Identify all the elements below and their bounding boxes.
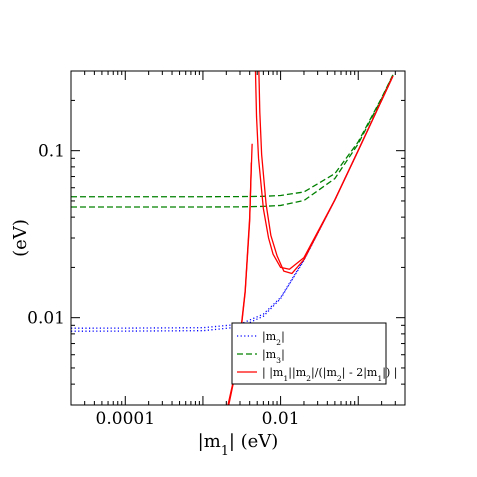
legend-label: |m2| bbox=[262, 330, 285, 347]
plot-frame bbox=[70, 70, 406, 406]
x-axis-title: |m1| (eV) bbox=[198, 431, 279, 458]
y-tick-label: 0.1 bbox=[38, 142, 65, 162]
legend-box bbox=[231, 322, 387, 385]
legend-label: |m3| bbox=[262, 348, 285, 365]
x-tick-label: 0.01 bbox=[262, 409, 300, 429]
series-2-curve-3 bbox=[258, 71, 394, 275]
ticks-layer: 0.0001 0.01 0.01 0.1 bbox=[27, 71, 406, 429]
legend-label: | |m1||m2|/(|m2| - 2|m1|) | bbox=[262, 366, 397, 383]
x-tick-label: 0.0001 bbox=[96, 409, 155, 429]
legend: |m2||m3|| |m1||m2|/(|m2| - 2|m1|) | bbox=[231, 322, 397, 385]
y-axis-title: (eV) bbox=[10, 219, 31, 257]
series-1-curve-1 bbox=[71, 74, 394, 208]
series-2-curve-1 bbox=[228, 162, 252, 405]
series-1-curve-0 bbox=[71, 74, 394, 198]
y-tick-label: 0.01 bbox=[27, 309, 65, 329]
